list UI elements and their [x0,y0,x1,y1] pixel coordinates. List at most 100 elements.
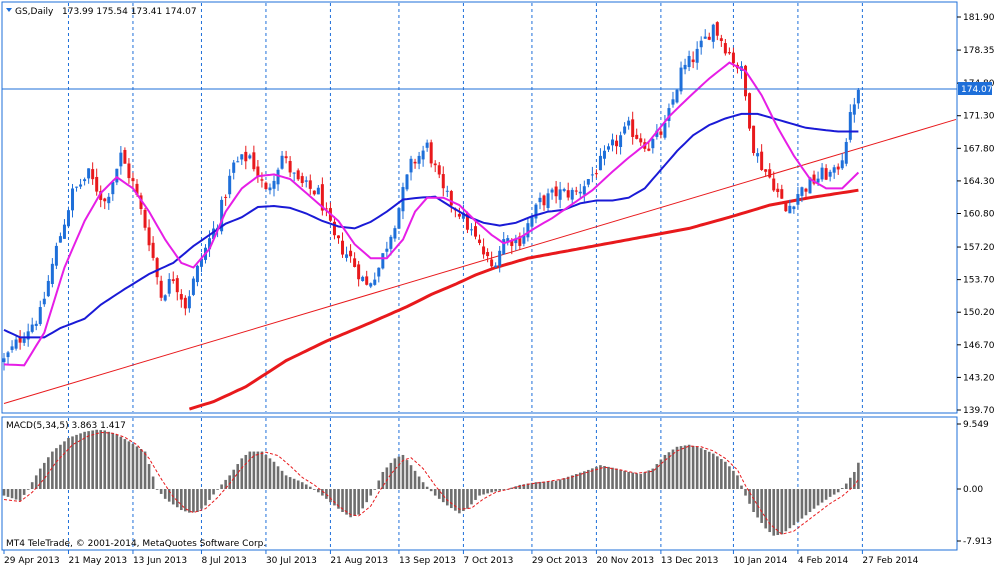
candle-body [264,182,268,190]
macd-histogram-bar [43,462,46,489]
candle-body [804,188,808,192]
price-tick-label: 167.80 [963,144,995,154]
macd-histogram-bar [458,489,461,514]
macd-histogram-bar [820,489,824,503]
candle-body [191,278,195,295]
candle-body [703,36,707,39]
candle-body [26,331,30,340]
candle-body [10,346,14,350]
candle-body [486,252,490,257]
candle-body [760,151,764,170]
candle-body [34,323,38,326]
macd-histogram-bar [192,489,195,513]
macd-histogram-bar [760,489,763,523]
macd-histogram-bar [240,458,244,489]
macd-histogram-bar [812,489,816,509]
time-tick-label: 20 Nov 2013 [596,556,654,566]
macd-histogram-bar [732,470,735,489]
macd-histogram-bar [740,485,743,489]
macd-histogram-bar [534,482,538,489]
macd-histogram-bar [679,446,683,489]
candle-body [498,250,502,266]
candle-body [824,168,828,180]
macd-histogram-bar [83,431,86,489]
candle-body [490,259,494,267]
candle-body [530,216,534,227]
macd-histogram-bar [329,489,332,503]
candle-body [792,206,796,210]
macd-histogram-bar [159,489,163,494]
candle-body [119,152,123,167]
macd-histogram-bar [79,433,82,489]
candle-body [79,184,83,187]
fast-moving-average-layer [3,61,860,367]
candle-body [671,99,675,105]
candle-body [594,173,598,175]
candle-body [83,179,87,182]
candle-body [832,167,836,173]
macd-panel-frame [1,416,958,551]
candle-body [437,165,441,175]
candle-body [220,199,224,232]
macd-histogram-bar [824,489,828,500]
macd-histogram-bar [87,431,90,489]
macd-histogram-bar [337,489,340,509]
candle-body [199,258,203,267]
macd-histogram-bar [623,470,626,489]
candle-body [772,178,776,191]
macd-histogram-bar [796,489,800,522]
time-tick-label: 10 Jan 2014 [733,556,787,566]
candle-body [844,141,848,164]
candle-body [260,179,264,181]
macd-histogram-bar [55,448,58,489]
macd-histogram-bar [143,451,147,489]
macd-histogram-bar [421,482,425,489]
candle-body [816,178,820,183]
macd-histogram-bar [776,489,780,536]
macd-histogram-bar [478,489,481,496]
macd-histogram-bar [603,466,606,489]
candle-body [409,158,413,173]
macd-histogram-bar [780,489,784,535]
price-panel[interactable]: GS,Daily 173.99 175.54 173.41 174.07 [1,1,958,414]
candle-body [840,160,844,169]
macd-histogram-bar [99,430,103,489]
candle-body [711,24,715,42]
macd-histogram-bar [844,483,848,489]
macd-histogram-bar [542,481,546,489]
candle-body [558,189,562,200]
macd-histogram-bar [10,489,14,499]
candle-body [812,174,816,184]
candle-body [365,276,369,285]
current-price-tag-box [958,82,992,95]
macd-histogram-bar [216,489,219,490]
macd-histogram-bar [369,489,373,496]
candle-body [292,172,296,174]
macd-histogram-bar [530,482,534,489]
candle-body [167,279,171,294]
candle-body [54,245,58,266]
macd-histogram-bar [482,489,485,495]
candle-body [856,89,860,104]
candle-body [602,150,606,159]
candle-body [647,148,651,151]
candle-body [252,152,256,170]
candle-body [542,195,546,206]
chart-menu-triangle-icon[interactable] [6,8,12,12]
candle-body [171,279,175,282]
macd-histogram-bar [38,468,42,489]
candle-body [727,52,731,54]
time-tick-label: 7 Oct 2013 [463,556,513,566]
macd-histogram-bar [51,451,54,489]
candle-body [341,240,345,255]
candle-body [731,52,735,64]
macd-histogram-bar [510,487,514,489]
macd-histogram-bar [14,489,18,500]
candle-body [506,238,510,243]
macd-histogram-bar [119,436,123,489]
macd-panel[interactable]: MACD(5,34,5) 3.863 1.417 MT4 TeleTrade, … [1,416,958,551]
macd-histogram-bar [631,472,634,489]
candle-body [598,155,602,171]
candle-body [538,197,542,203]
